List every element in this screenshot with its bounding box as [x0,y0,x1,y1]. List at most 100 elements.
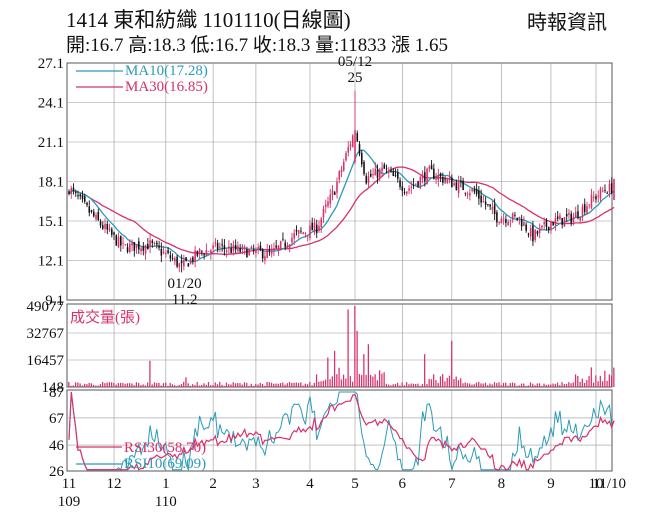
candlestick [430,159,433,170]
volume-bar [248,385,250,387]
volume-bar [408,384,410,387]
candlestick [523,216,525,227]
volume-bar [392,384,394,387]
volume-bar [444,381,446,387]
volume-bar [111,382,113,387]
candlestick [345,151,347,162]
volume-bar [81,385,83,387]
candlestick [81,190,84,203]
candlestick [83,193,86,204]
volume-bar [457,380,460,387]
candlestick [536,230,539,237]
ma30-legend-label: MA30(16.85) [125,79,208,95]
volume-bar [101,382,104,387]
volume-bar [543,383,545,387]
volume-bar [165,382,167,387]
volume-bar [140,385,142,387]
volume-bar [462,383,464,387]
candlestick [509,219,512,228]
candlestick [165,249,167,258]
candlestick [417,180,419,189]
volume-bar [552,383,554,387]
volume-bar [324,379,327,387]
candlestick [552,221,554,226]
candlestick [493,198,496,221]
volume-bar [399,385,401,387]
candlestick [577,204,579,220]
candlestick [520,214,523,231]
volume-bar [153,382,156,387]
candlestick [108,223,111,232]
x-month-label: 10 [588,476,603,492]
volume-tick-label: 49077 [27,299,65,315]
volume-bar [124,383,126,387]
candlestick [149,233,151,254]
volume-bar [178,384,180,387]
volume-bar [572,382,574,387]
candlestick [210,248,212,260]
rsi10-series-line [68,391,615,472]
volume-bar [304,383,306,387]
volume-bar [583,382,586,387]
volume-bar [439,376,442,387]
candlestick [95,212,97,222]
candlestick [455,179,458,191]
volume-bar [129,383,131,387]
volume-bar [135,382,138,387]
candlestick [122,236,124,249]
candlestick [205,243,208,256]
source-label: 時報資訊 [527,12,607,34]
volume-bar [210,385,212,387]
volume-bar [261,383,264,387]
candlestick [176,254,178,269]
volume-bar [72,385,74,387]
candlestick [277,244,280,257]
volume-bar [174,385,176,387]
volume-bar [309,382,311,387]
candlestick [532,220,534,246]
candlestick [592,191,595,203]
volume-bar [466,383,469,387]
x-month-label: 7 [448,476,456,492]
candlestick [464,192,467,197]
volume-bar [516,385,518,387]
volume-bar [338,367,340,387]
candlestick [340,165,343,178]
volume-bar [435,380,437,387]
candlestick [92,208,95,218]
candlestick [572,212,575,226]
volume-bar [592,382,595,387]
volume-bar [491,384,493,387]
volume-bar [358,374,360,387]
volume-bar [388,384,390,387]
candlestick [451,174,453,188]
volume-bar [333,350,336,387]
volume-bar [297,383,300,387]
volume-bar [203,383,205,387]
volume-bar [237,382,239,387]
candlestick [212,242,214,255]
candlestick [284,239,286,251]
volume-bar [306,384,309,387]
price-tick-label: 24.1 [38,96,64,112]
candlestick [583,198,586,215]
candlestick [178,262,181,273]
volume-bar [171,384,174,387]
candlestick [590,188,593,210]
volume-bar [385,383,388,387]
volume-bar [230,384,232,387]
candlestick [336,177,338,199]
candlestick [437,168,440,187]
candlestick [446,177,449,184]
candlestick [306,235,309,242]
volume-bar [234,383,237,387]
volume-bar [451,340,453,387]
volume-bar [223,385,225,387]
price-tick-label: 9.1 [45,293,64,309]
volume-bar [313,382,315,387]
volume-bar [268,382,270,387]
volume-bar [412,383,415,387]
candlestick [433,163,435,180]
volume-bar [151,384,153,387]
candlestick [563,217,566,227]
